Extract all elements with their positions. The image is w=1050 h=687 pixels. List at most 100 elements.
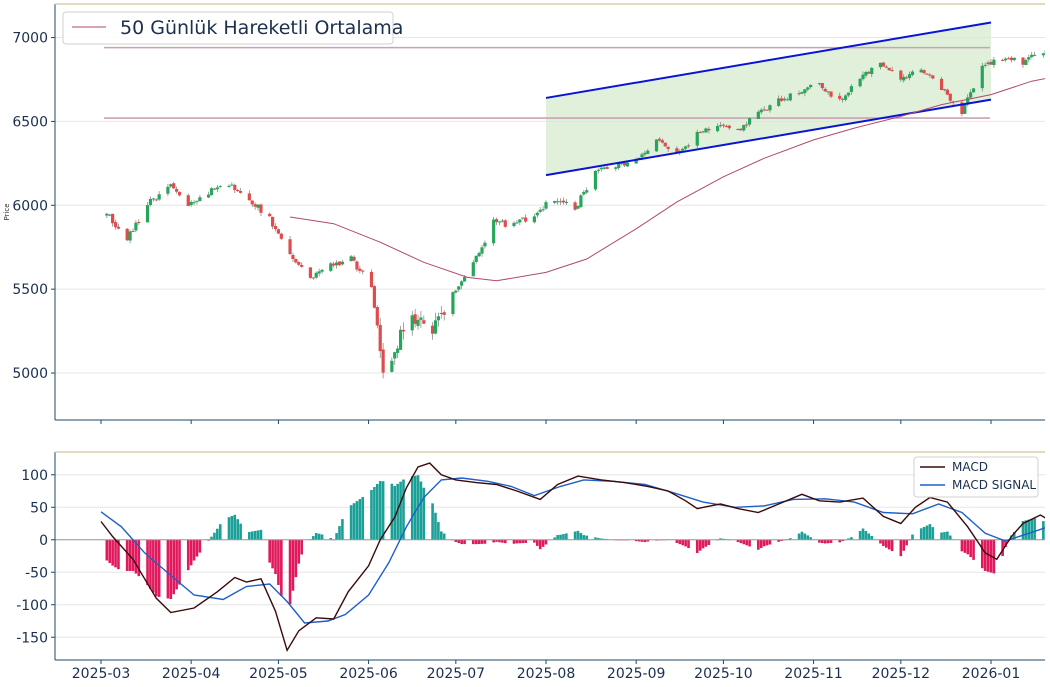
candle-up — [716, 125, 720, 132]
candle-up — [474, 255, 478, 262]
histogram-bar-negative — [300, 539, 303, 555]
histogram-bar-positive — [358, 499, 362, 540]
candle-up — [134, 222, 138, 231]
candle-up — [747, 118, 752, 125]
candle-down — [233, 184, 237, 191]
candle-down — [660, 140, 664, 143]
price-y-label: Price — [3, 203, 11, 220]
candle-up — [334, 262, 339, 266]
candle-down — [939, 78, 944, 91]
histogram-bar-positive — [809, 537, 812, 540]
histogram-bar-negative — [1004, 539, 1007, 548]
histogram-bar-positive — [314, 532, 318, 540]
macd-signal-line — [100, 477, 1045, 624]
candle-up — [910, 71, 915, 76]
histogram-bar-positive — [349, 505, 353, 540]
histogram-bar-positive — [434, 512, 437, 540]
candle-up — [209, 188, 214, 196]
histogram-bar-negative — [535, 539, 539, 546]
candle-up — [596, 169, 600, 171]
candle-up — [788, 93, 792, 101]
candle-up — [614, 167, 618, 169]
candle-down — [1001, 59, 1005, 61]
histogram-bar-positive — [850, 537, 853, 540]
histogram-bar-negative — [826, 539, 830, 544]
histogram-bar-positive — [402, 479, 405, 540]
candle-up — [701, 131, 705, 133]
histogram-bar-positive — [573, 531, 577, 540]
histogram-bar-negative — [125, 539, 129, 571]
candle-up — [843, 95, 848, 100]
macd-y-tick-label: -50 — [25, 565, 48, 581]
candle-down — [154, 199, 158, 201]
candle-down — [884, 66, 888, 68]
candle-down — [358, 268, 362, 271]
candle-up — [1044, 50, 1045, 53]
histogram-bar-positive — [1012, 531, 1016, 540]
candle-down — [381, 349, 385, 373]
histogram-bar-negative — [759, 539, 763, 549]
histogram-bar-negative — [268, 539, 271, 563]
histogram-bar-negative — [271, 539, 274, 569]
candle-up — [800, 92, 804, 94]
candle-up — [410, 315, 414, 331]
candle-up — [1030, 54, 1034, 58]
histogram-bar-negative — [879, 539, 882, 544]
histogram-bar-positive — [259, 529, 263, 540]
candle-down — [291, 254, 295, 260]
histogram-bar-positive — [803, 533, 807, 540]
histogram-bar-positive — [227, 517, 231, 540]
histogram-bar-negative — [902, 539, 906, 551]
candle-down — [762, 109, 766, 111]
candle-down — [736, 128, 740, 130]
histogram-bar-negative — [169, 539, 173, 600]
candle-up — [864, 71, 868, 76]
candle-down — [332, 263, 336, 266]
candle-up — [396, 348, 400, 353]
histogram-bar-negative — [646, 539, 650, 542]
candle-down — [311, 277, 315, 279]
candle-up — [564, 201, 568, 204]
histogram-bar-positive — [925, 525, 929, 540]
histogram-bar-negative — [291, 539, 295, 591]
histogram-bar-negative — [640, 539, 644, 542]
x-tick-label: 2025-04 — [162, 666, 221, 682]
candle-up — [454, 290, 458, 293]
histogram-bar-positive — [250, 531, 254, 540]
candle-up — [166, 186, 170, 194]
histogram-bar-negative — [533, 539, 536, 543]
candle-up — [681, 148, 685, 151]
candle-up — [192, 202, 196, 204]
candle-up — [451, 292, 455, 314]
histogram-bar-negative — [695, 539, 699, 554]
macd-y-tick-label: -100 — [16, 598, 48, 614]
candle-down — [558, 201, 563, 203]
candle-up — [966, 97, 970, 105]
histogram-bar-negative — [108, 539, 112, 564]
histogram-bar-positive — [800, 531, 804, 540]
candle-up — [340, 261, 345, 265]
candle-down — [273, 226, 278, 230]
histogram-bar-negative — [777, 539, 780, 542]
candle-down — [931, 75, 935, 79]
candle-up — [535, 212, 539, 216]
histogram-bar-positive — [213, 532, 216, 540]
candle-up — [1041, 53, 1045, 56]
histogram-bar-negative — [637, 539, 641, 542]
candle-down — [401, 329, 406, 332]
candle-down — [739, 128, 743, 131]
candle-down — [422, 320, 426, 324]
histogram-bar-positive — [864, 531, 868, 540]
candle-up — [969, 92, 973, 98]
candle-down — [721, 124, 726, 126]
candle-down — [1006, 58, 1011, 60]
candle-down — [881, 62, 885, 67]
candle-up — [576, 206, 580, 209]
histogram-bar-negative — [963, 539, 967, 553]
histogram-bar-negative — [178, 539, 181, 585]
histogram-bar-positive — [940, 532, 943, 540]
x-tick-label: 2025-08 — [517, 666, 576, 682]
histogram-bar-negative — [972, 539, 975, 560]
candle-down — [279, 233, 283, 239]
candle-down — [698, 132, 702, 134]
